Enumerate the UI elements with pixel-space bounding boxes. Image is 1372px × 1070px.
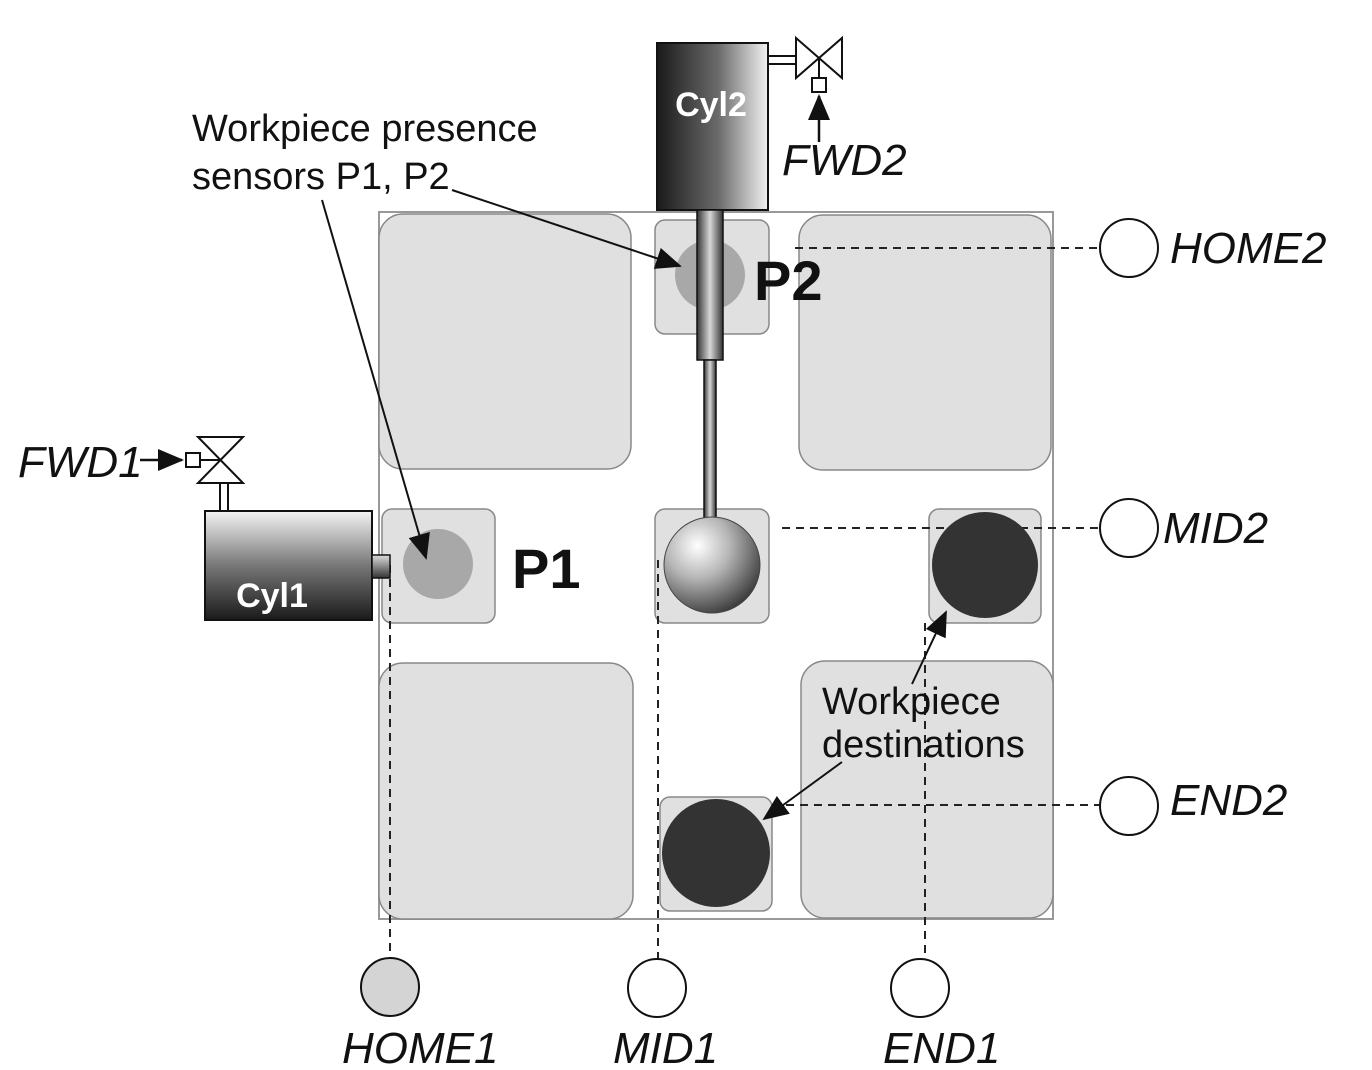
cylinder-2-piston-rod-thin <box>703 359 717 521</box>
presence-pointer-p1 <box>321 199 430 560</box>
limit-switch-label-end2: END2 <box>1170 776 1287 825</box>
cylinder-1-piston-rod <box>371 554 391 579</box>
limit-switch-label-end1: END1 <box>883 1024 1000 1070</box>
limit-switch-guide-lines <box>389 247 1100 960</box>
destination-pointer-right <box>911 610 947 685</box>
limit-switch-home1 <box>360 957 420 1017</box>
cylinder-1-label: Cyl1 <box>236 577 308 615</box>
panel-top-left <box>378 213 632 470</box>
limit-switch-mid2 <box>1099 498 1159 558</box>
presence-sensor-p1 <box>403 529 473 599</box>
workpiece-destination-bottom <box>662 799 770 907</box>
panel-bottom-left <box>378 662 634 920</box>
limit-switch-label-mid1: MID1 <box>613 1024 718 1070</box>
limit-switch-label-home1: HOME1 <box>342 1024 498 1070</box>
fwd1-label: FWD1 <box>18 438 143 487</box>
limit-switch-end2 <box>1099 776 1159 836</box>
cylinder-1-body <box>204 510 373 621</box>
cylinder-2-body <box>656 42 769 211</box>
destination-pointer-bottom <box>762 761 843 821</box>
fwd2-label: FWD2 <box>782 136 907 185</box>
limit-switch-home2 <box>1099 218 1159 278</box>
panel-bottom-right <box>800 660 1054 919</box>
sensor-label-p2: P2 <box>754 249 823 312</box>
limit-switch-end1 <box>890 958 950 1018</box>
valve-fwd1 <box>185 436 246 511</box>
destination-annotation-line1: Workpiece <box>822 681 1001 723</box>
presence-annotation-line2: sensors P1, P2 <box>192 156 450 198</box>
workpiece-destination-right <box>932 512 1038 618</box>
workpiece-ball <box>663 516 761 614</box>
limit-switch-label-home2: HOME2 <box>1170 224 1326 273</box>
sensor-label-p1: P1 <box>512 537 581 600</box>
valve-fwd2 <box>768 35 843 93</box>
destination-annotation-line2: destinations <box>822 724 1025 766</box>
limit-switch-mid1 <box>627 958 687 1018</box>
limit-switch-label-mid2: MID2 <box>1163 504 1268 553</box>
cylinder-2-piston-rod-thick <box>696 209 724 361</box>
cylinder-2-label: Cyl2 <box>675 86 747 124</box>
presence-pointer-p2 <box>451 189 682 269</box>
panel-top-right <box>798 214 1052 471</box>
presence-annotation-line1: Workpiece presence <box>192 108 538 150</box>
